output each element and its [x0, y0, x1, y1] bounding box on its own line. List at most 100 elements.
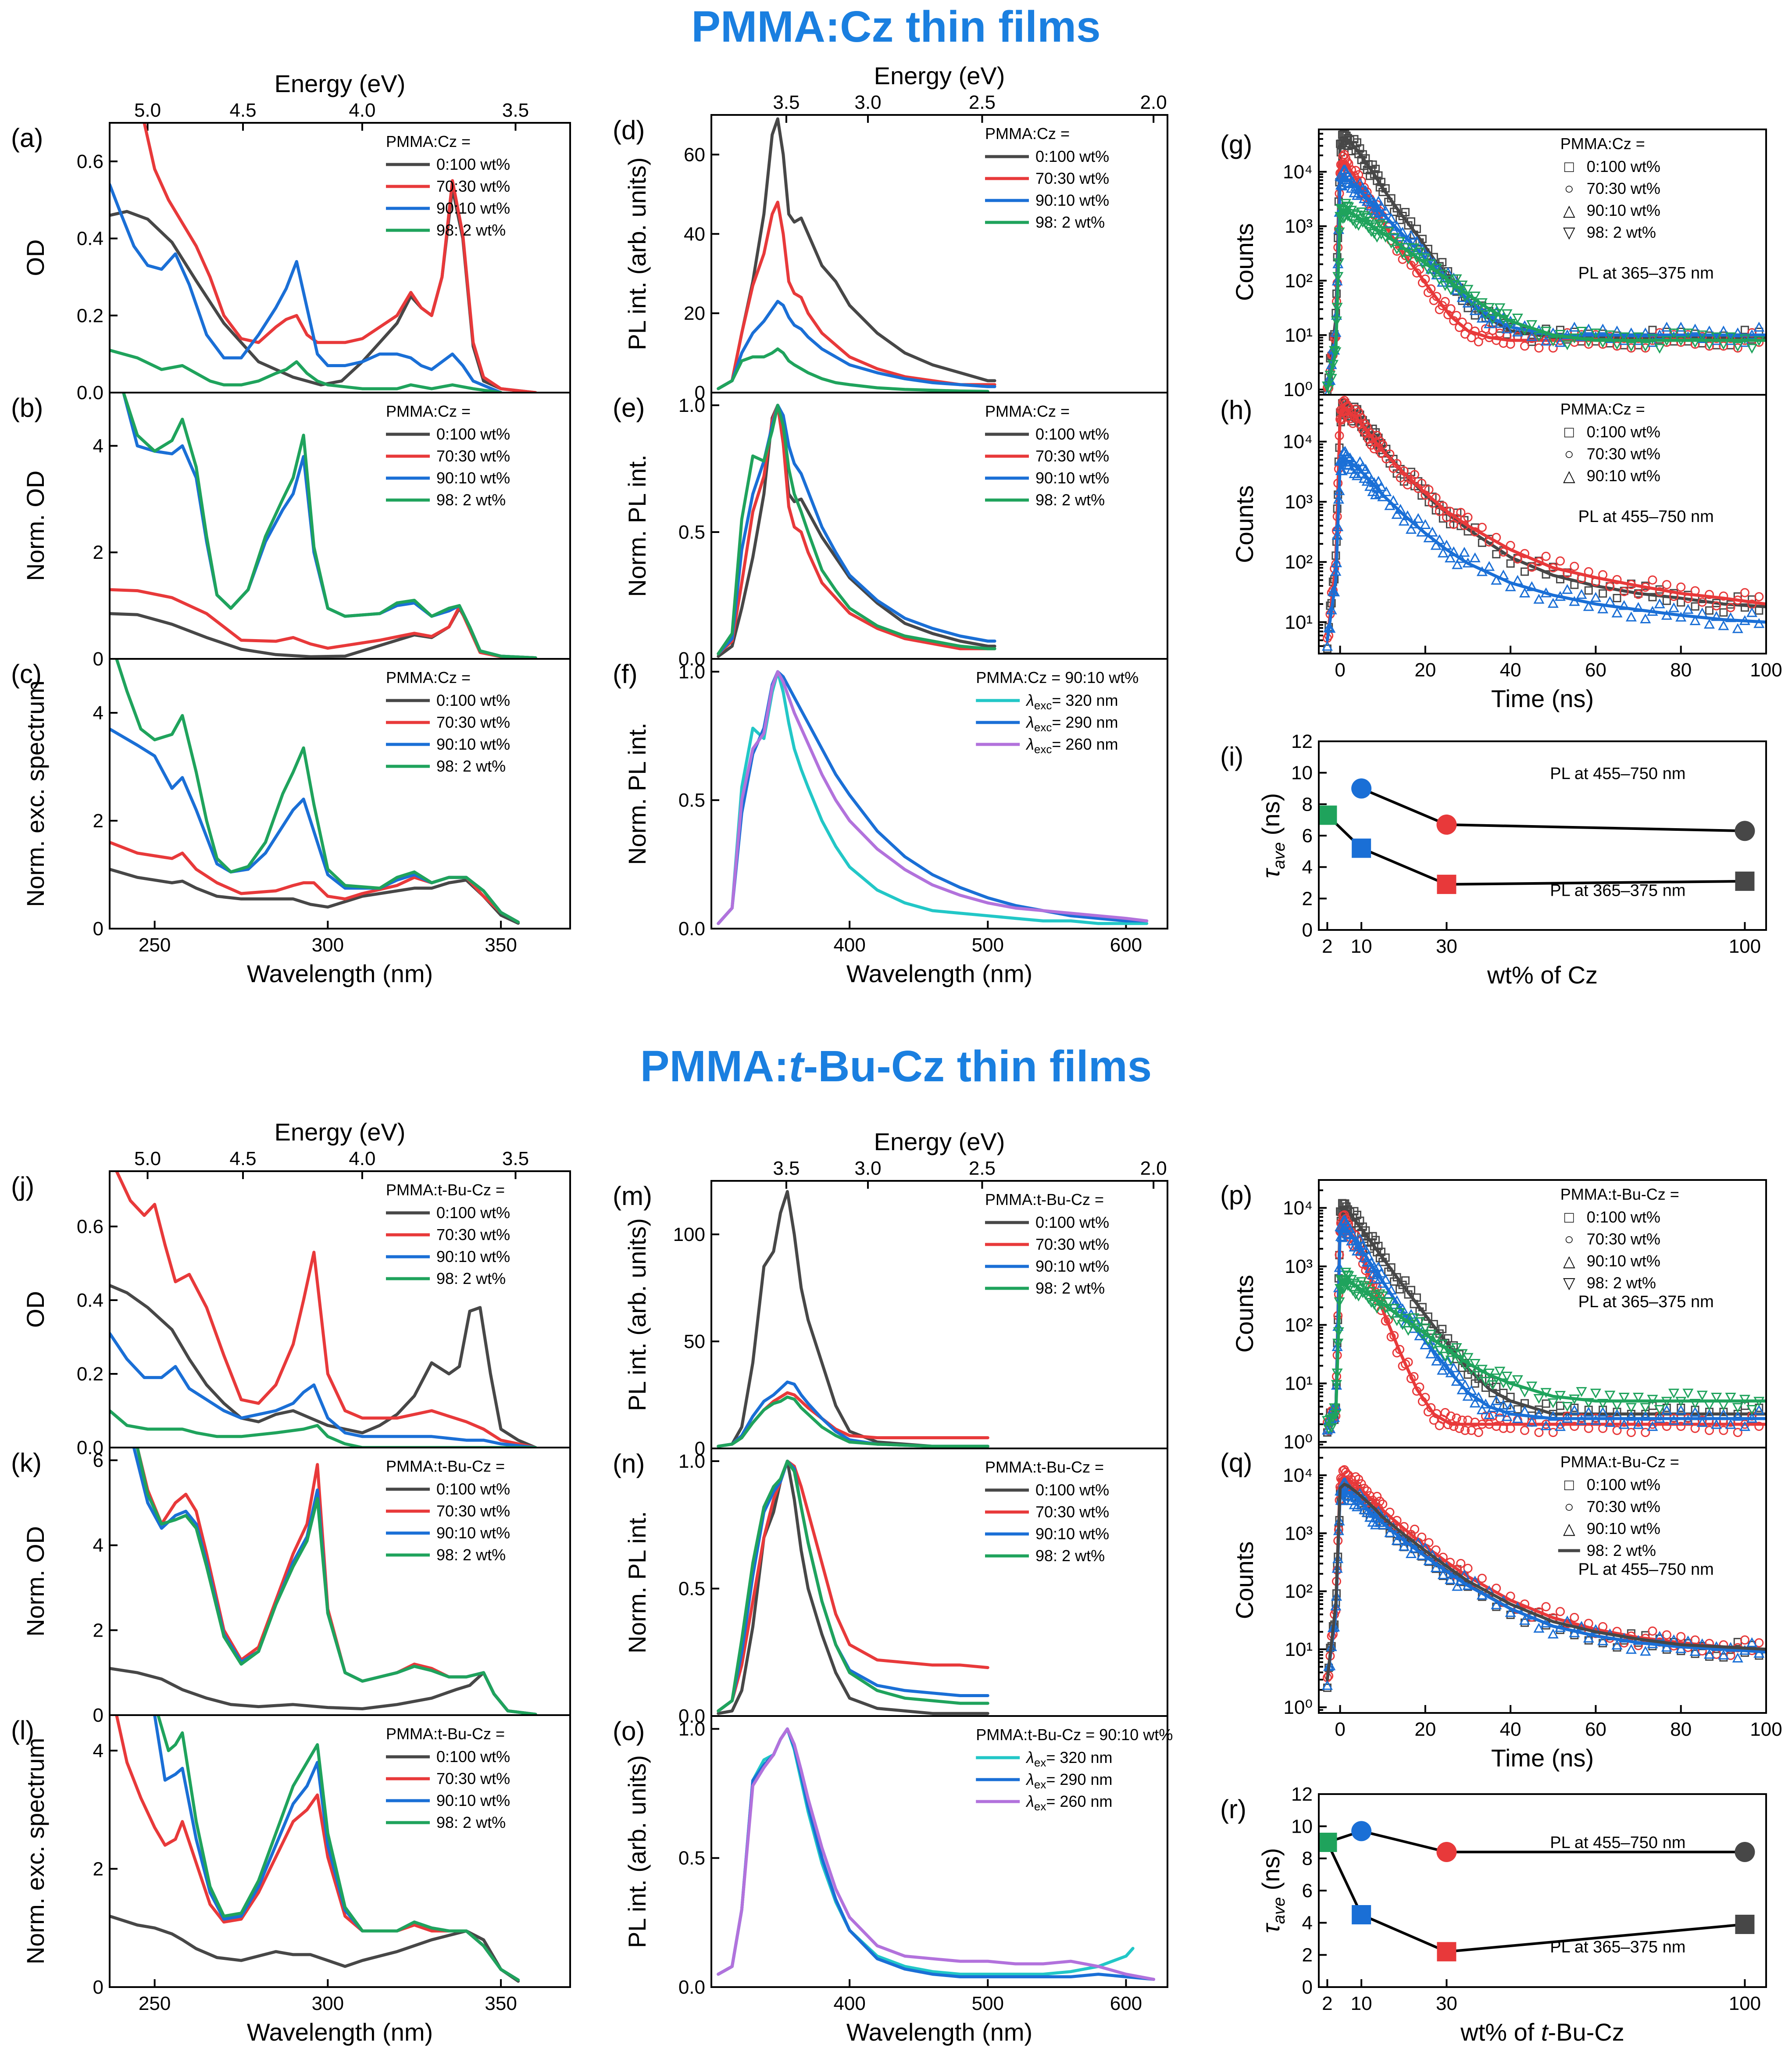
x-tick-label: 350: [485, 1993, 517, 2014]
data-marker: [1513, 554, 1522, 564]
legend-symbol: λ: [1025, 1770, 1034, 1788]
fit-line: [1325, 1483, 1766, 1681]
data-marker: [1401, 1276, 1410, 1285]
x-tick-label: 20: [1414, 1719, 1436, 1740]
x-tick-label: 60: [1585, 659, 1606, 681]
lifetime-point: [1735, 821, 1755, 841]
data-marker: [1321, 640, 1333, 651]
top-section-title: PMMA:Cz thin films: [691, 2, 1100, 51]
top-tick-label: 4.0: [349, 1148, 375, 1169]
plot-frame: [109, 1714, 571, 1988]
y-axis-title: τave (ns): [1257, 793, 1289, 878]
data-marker: [1555, 556, 1565, 566]
annotation-lower: PL at 365–375 nm: [1550, 1938, 1685, 1956]
panel-h: (h) 10¹ 10² 10³ 10⁴ 0 20 40 60 80 100 Time (ns) Coun…: [1220, 394, 1782, 712]
data-marker: [1434, 275, 1445, 285]
panel-label-b: (b): [11, 393, 43, 422]
data-marker: [1562, 584, 1573, 594]
y-tick-label: 10³: [1285, 491, 1313, 513]
y-tick-label: 40: [684, 223, 705, 245]
plot-area: [110, 1715, 520, 1983]
legend-title: PMMA:t-Bu-Cz =: [386, 1457, 505, 1475]
data-marker: [1576, 1415, 1587, 1425]
series-line: [122, 393, 537, 659]
data-marker: [1381, 486, 1392, 497]
legend-label: 0:100 wt%: [436, 691, 510, 709]
y-tick-label: 10⁰: [1283, 379, 1313, 400]
data-marker: [1583, 1406, 1594, 1417]
data-marker: [1473, 1371, 1484, 1381]
y-tick-label: 2: [93, 810, 104, 832]
data-marker: [1541, 551, 1551, 561]
y-tick-label: 6: [1302, 1880, 1313, 1902]
data-marker: [1576, 589, 1587, 599]
data-marker: [1424, 1538, 1434, 1548]
x-axis-title-part: wt% of: [1460, 2018, 1541, 2046]
top-tick-label: 3.5: [502, 1148, 529, 1169]
annotation-upper: PL at 455–750 nm: [1550, 765, 1685, 783]
y-tick-label: 12: [1291, 731, 1313, 752]
data-marker: [1562, 1401, 1573, 1412]
data-marker: [1569, 1405, 1580, 1415]
y-tick-label: 1.0: [678, 661, 705, 683]
data-marker: [1533, 332, 1545, 342]
data-marker: [1732, 1403, 1743, 1413]
x-axis-title: wt% of t-Bu-Cz: [1460, 2018, 1624, 2046]
data-marker: [1492, 550, 1501, 558]
data-marker: [1533, 593, 1545, 604]
y-axis-title-part: τ: [1257, 868, 1285, 878]
data-marker: [1661, 322, 1672, 332]
y-tick-label: 50: [684, 1331, 705, 1352]
data-marker: [1547, 1628, 1559, 1639]
data-marker: [1570, 561, 1579, 571]
data-marker: [1733, 343, 1742, 353]
data-marker: [1703, 1648, 1715, 1659]
data-marker: [1440, 297, 1450, 307]
legend-title: PMMA:t-Bu-Cz =: [1560, 1453, 1679, 1471]
data-marker: [1597, 1406, 1609, 1417]
y-axis-title-part: τ: [1257, 1923, 1285, 1933]
data-marker: [1383, 227, 1394, 237]
x-tick-label: 30: [1436, 936, 1457, 957]
y-tick-label: 20: [684, 303, 705, 324]
x-tick-label: 100: [1729, 936, 1761, 957]
x-tick-label: 0: [1335, 1719, 1345, 1740]
data-marker: [1321, 1424, 1333, 1435]
y-axis-title-part: ave: [1270, 842, 1289, 869]
data-marker: [1739, 1394, 1750, 1405]
plot-frame: [1318, 129, 1767, 396]
data-marker: [1641, 1428, 1650, 1437]
y-tick-label: 2: [1302, 1945, 1313, 1966]
fit-line: [1325, 458, 1766, 642]
y-axis-title: OD: [21, 1291, 49, 1328]
data-marker: [1369, 444, 1379, 454]
y-axis-title: Norm. OD: [21, 1526, 49, 1637]
y-tick-label: 6: [93, 1450, 104, 1471]
legend-label: 98: 2 wt%: [1587, 1274, 1656, 1292]
x-tick-label: 40: [1500, 659, 1521, 681]
legend-title: PMMA:Cz =: [1560, 400, 1645, 418]
x-tick-label: 20: [1414, 659, 1436, 681]
y-tick-label: 8: [1302, 1848, 1313, 1870]
legend-label: λexc= 320 nm: [1025, 691, 1118, 712]
data-marker: [1353, 1211, 1361, 1219]
plot-area: [1319, 1821, 1755, 1962]
x-axis-title-part: -Bu-Cz: [1548, 2018, 1624, 2046]
data-marker: [1662, 1630, 1671, 1640]
legend-label: 0:100 wt%: [1587, 1476, 1660, 1494]
legend-label: 90:10 wt%: [1035, 1525, 1109, 1543]
fit-line: [1325, 1488, 1766, 1681]
data-marker: [1682, 1388, 1694, 1399]
legend-label: 0:100 wt%: [1035, 1213, 1109, 1231]
y-tick-label: 0.0: [678, 1705, 705, 1727]
lifetime-point: [1351, 1821, 1372, 1841]
series-line: [717, 1459, 989, 1712]
legend-subscript: ex: [1034, 1800, 1046, 1813]
data-marker: [1512, 1413, 1523, 1423]
y-tick-label: 0: [1302, 1977, 1313, 1998]
y-tick-label: 10⁴: [1283, 161, 1313, 183]
legend-label: 90:10 wt%: [1035, 1257, 1109, 1275]
top-tick-label: 3.5: [773, 1158, 800, 1179]
data-marker: [1462, 1391, 1474, 1401]
data-marker: [1682, 329, 1694, 339]
